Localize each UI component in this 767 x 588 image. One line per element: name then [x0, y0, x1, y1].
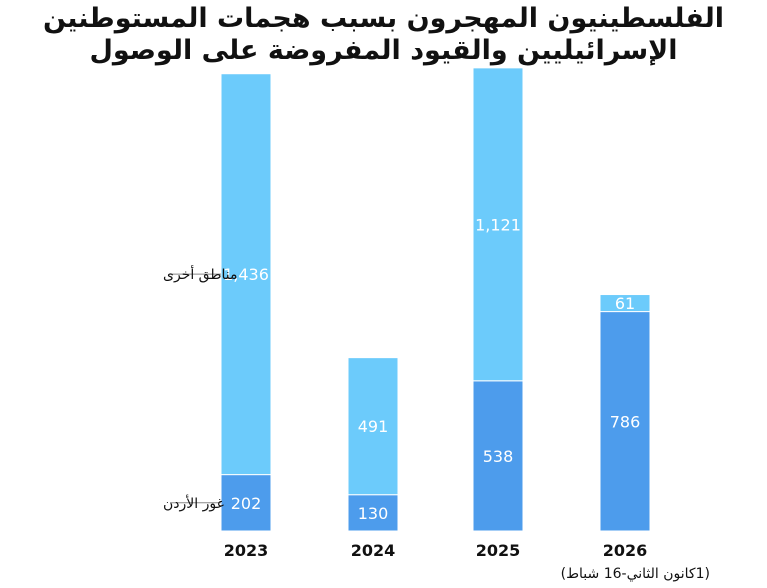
- data-label-2026-series-1: 61: [615, 294, 635, 313]
- data-label-2025-series-1: 1,121: [475, 215, 521, 234]
- x-tick-label-2025: 2025: [476, 541, 521, 560]
- bar-2024-series-1: [347, 357, 399, 496]
- category-note: (1كانون الثاني-16 شباط): [560, 566, 710, 582]
- data-label-2023-series-0: 202: [231, 494, 262, 513]
- data-label-2024-series-1: 491: [358, 417, 389, 436]
- bar-2026-series-0: [599, 311, 651, 532]
- chart-title-line-1: الفلسطينيون المهجرون بسبب هجمات المستوطن…: [42, 3, 725, 34]
- legend-label-series-1: مناطق أخرى: [163, 265, 237, 283]
- bar-2023-series-0: [220, 474, 272, 532]
- data-label-2025-series-0: 538: [483, 447, 514, 466]
- bar-2025-series-1: [472, 67, 524, 382]
- x-tick-label-2023: 2023: [224, 541, 269, 560]
- bar-2026-series-1: [599, 294, 651, 313]
- legend-label-series-0: غور الأردن: [163, 494, 224, 512]
- chart-title-line-2: الإسرائيليين والقيود المفروضة على الوصول: [89, 35, 678, 66]
- data-label-2023-series-1: 1,436: [223, 265, 269, 284]
- x-tick-label-2026: 2026: [603, 541, 648, 560]
- data-label-2024-series-0: 130: [358, 504, 389, 523]
- x-tick-label-2024: 2024: [351, 541, 396, 560]
- data-label-2026-series-0: 786: [610, 412, 641, 431]
